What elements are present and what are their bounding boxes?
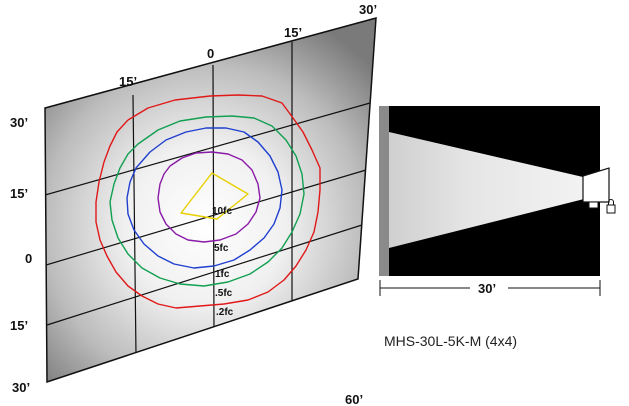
top-axis-label: 15’ [119, 74, 137, 89]
light-beam [389, 132, 596, 248]
top-axis-label: 0 [207, 46, 214, 61]
top-axis-label: 30’ [359, 2, 377, 17]
contour-10fc [180, 172, 249, 220]
contour-label-05fc: .5fc [215, 288, 233, 299]
wall-edge [379, 106, 389, 276]
contour-labels: 10fc 5fc 1fc .5fc .2fc [212, 206, 234, 318]
distance-label: 30’ [478, 281, 496, 296]
left-axis-label: 15’ [10, 318, 28, 333]
projection-wall: 10fc 5fc 1fc .5fc .2fc [44, 16, 377, 384]
contour-label-1fc: 1fc [215, 269, 230, 280]
contour-1fc [126, 127, 283, 269]
left-axis: 30’ 15’ 0 15’ 30’ [10, 115, 32, 395]
contours [95, 94, 321, 309]
left-axis-label: 15’ [10, 186, 28, 201]
model-label: MHS-30L-5K-M (4x4) [384, 333, 517, 349]
left-axis-label: 30’ [10, 115, 28, 130]
fixture-icon [582, 167, 616, 214]
side-view: 30’ MHS-30L-5K-M (4x4) [379, 106, 616, 349]
distance-dimension [379, 280, 601, 296]
top-axis-label: 15’ [284, 25, 302, 40]
bottom-axis-label: 60’ [345, 392, 363, 406]
left-axis-label: 0 [25, 251, 32, 266]
contour-02fc [95, 94, 321, 309]
contour-5fc [157, 151, 261, 243]
top-axis: 15’ 0 15’ 30’ [119, 2, 377, 89]
left-axis-label: 30’ [12, 380, 30, 395]
contour-05fc [109, 115, 305, 287]
contour-label-10fc: 10fc [212, 206, 232, 217]
contour-label-5fc: 5fc [214, 243, 229, 254]
contour-label-02fc: .2fc [216, 307, 234, 318]
